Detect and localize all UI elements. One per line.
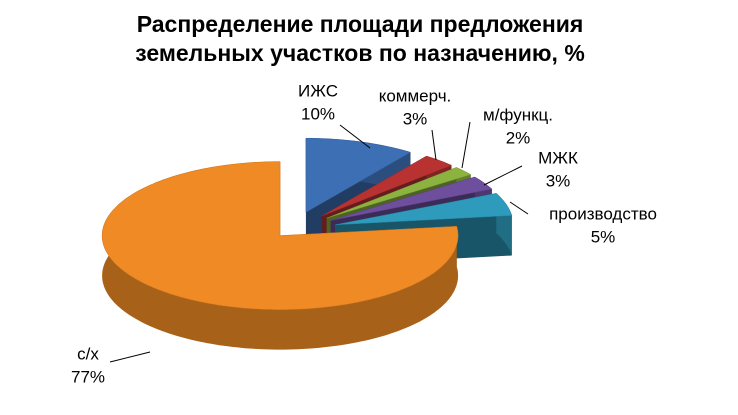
slice-label: м/функц. bbox=[483, 105, 553, 124]
slice bbox=[335, 193, 513, 226]
value-label: 77% bbox=[71, 367, 105, 386]
value-label: 2% bbox=[506, 128, 531, 147]
leader-line bbox=[339, 124, 371, 149]
slice bbox=[305, 137, 412, 213]
slice bbox=[101, 161, 459, 310]
value-label: 3% bbox=[546, 171, 571, 190]
leader-line bbox=[483, 165, 523, 186]
value-label: 3% bbox=[403, 109, 428, 128]
value-label: 5% bbox=[591, 227, 616, 246]
slice-label: МЖК bbox=[538, 148, 578, 167]
leader-line bbox=[109, 351, 151, 363]
slice-label: с/х bbox=[77, 344, 99, 363]
leader-line bbox=[509, 201, 529, 215]
slice-label: ИЖС bbox=[298, 81, 338, 100]
slice bbox=[330, 176, 493, 221]
slice-label: производство bbox=[549, 204, 657, 223]
value-label: 10% bbox=[301, 104, 335, 123]
slice bbox=[326, 167, 472, 219]
slice bbox=[321, 155, 453, 217]
chart-title: Распределение площади предложения земель… bbox=[135, 11, 585, 66]
leader-line bbox=[431, 129, 437, 161]
slice-label: коммерч. bbox=[379, 86, 452, 105]
leader-line bbox=[461, 121, 471, 169]
